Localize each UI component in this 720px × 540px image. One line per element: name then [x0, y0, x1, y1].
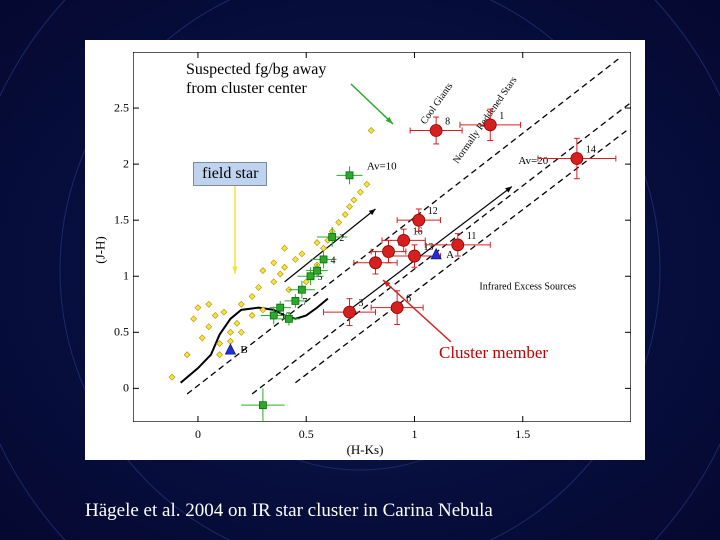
svg-text:B: B [240, 344, 247, 356]
svg-text:4: 4 [331, 255, 336, 266]
plot-area: Av=10Av=20Cool GiantsNormally Reddened S… [133, 52, 631, 422]
svg-text:3: 3 [359, 298, 364, 309]
y-tick-label: 1.5 [101, 213, 129, 228]
svg-text:Normally Reddened Stars: Normally Reddened Stars [451, 75, 519, 166]
chart-panel: (J-H) (H-Ks) Av=10Av=20Cool GiantsNormal… [85, 40, 645, 460]
annotation-field-star: field star [193, 162, 267, 186]
annotation-suspected: Suspected fg/bg awayfrom cluster center [178, 58, 334, 100]
svg-text:11: 11 [467, 231, 477, 242]
x-axis-label: (H-Ks) [347, 442, 384, 458]
plot-svg: Av=10Av=20Cool GiantsNormally Reddened S… [133, 52, 631, 422]
svg-text:A: A [446, 249, 454, 261]
svg-text:Infrared Excess Sources: Infrared Excess Sources [479, 282, 576, 293]
y-tick-label: 0.5 [101, 325, 129, 340]
x-tick-label: 0 [195, 427, 201, 442]
svg-text:14: 14 [586, 145, 596, 156]
svg-text:7: 7 [302, 297, 307, 308]
y-tick-label: 0 [101, 381, 129, 396]
svg-text:12: 12 [428, 206, 438, 217]
annotation-cluster-member: Cluster member [433, 342, 554, 364]
y-axis-label: (J-H) [93, 236, 109, 263]
x-tick-label: 0.5 [299, 427, 314, 442]
x-tick-label: 1.5 [515, 427, 530, 442]
x-tick-label: 1 [411, 427, 417, 442]
y-tick-label: 2 [101, 157, 129, 172]
svg-text:2: 2 [339, 233, 344, 244]
svg-text:Av=20: Av=20 [518, 155, 548, 167]
y-tick-label: 1 [101, 269, 129, 284]
svg-text:Av=10: Av=10 [367, 161, 397, 173]
y-tick-label: 2.5 [101, 101, 129, 116]
caption: Hägele et al. 2004 on IR star cluster in… [85, 500, 493, 522]
svg-text:1: 1 [499, 111, 504, 122]
svg-text:8: 8 [445, 116, 450, 127]
